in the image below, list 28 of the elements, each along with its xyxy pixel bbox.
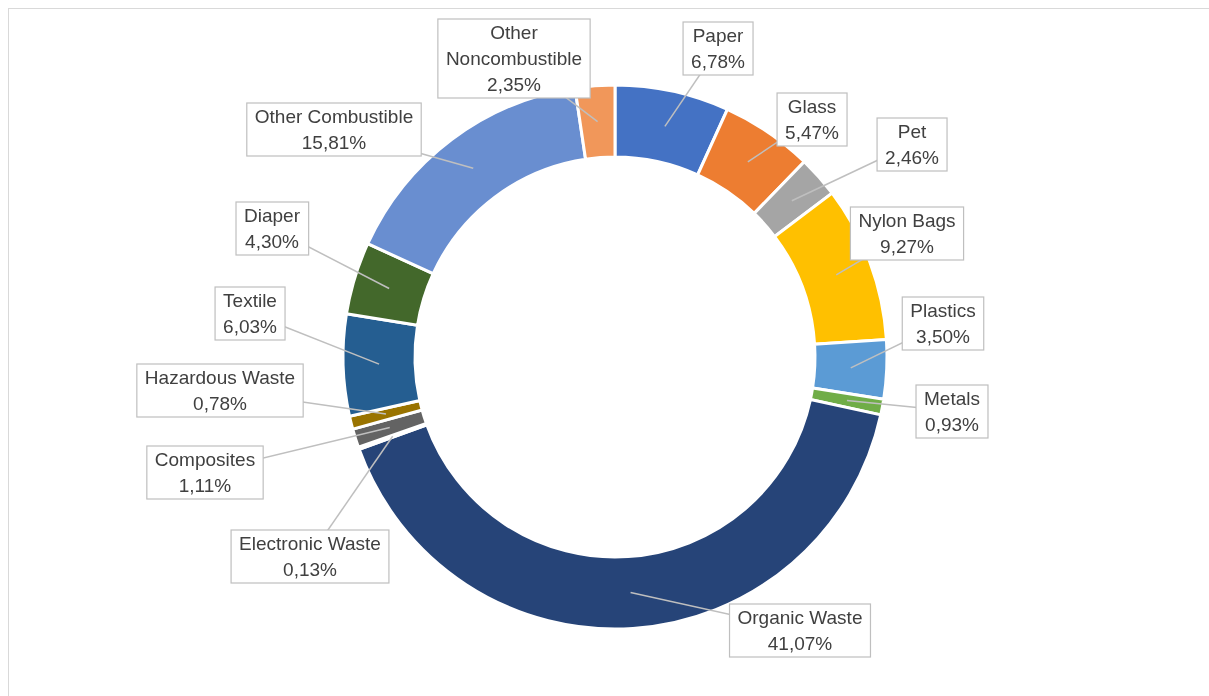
slice-label: Other Noncombustible [445, 22, 583, 69]
data-label: 0,78% [193, 393, 248, 414]
data-label: 6,78% [691, 51, 746, 72]
slice-label: Nylon Bags [858, 210, 956, 231]
slice-label: Hazardous Waste [144, 367, 296, 388]
data-label: 41,07% [767, 633, 833, 654]
data-label: 2,35% [487, 74, 542, 95]
slice-label: Glass [787, 96, 837, 117]
slice-label: Diaper [244, 205, 301, 226]
data-label: 9,27% [880, 236, 935, 257]
slice-label: Other Combustible [254, 106, 414, 127]
slice-label: Metals [924, 388, 980, 409]
slice-label: Plastics [910, 300, 976, 321]
slice-label: Composites [154, 449, 256, 470]
slice-label: Pet [897, 121, 927, 142]
slice-label: Textile [223, 290, 277, 311]
data-label: 5,47% [785, 122, 840, 143]
slice-label: Organic Waste [737, 607, 863, 628]
slice-label: Paper [692, 25, 745, 46]
data-label: 3,50% [916, 326, 971, 347]
data-label: 1,11% [178, 475, 232, 496]
data-label: 0,13% [283, 559, 338, 580]
data-label: 15,81% [301, 132, 367, 153]
data-label: 2,46% [885, 147, 940, 168]
data-label: 4,30% [245, 231, 300, 252]
data-label: 6,03% [223, 316, 278, 337]
data-label: 0,93% [925, 414, 980, 435]
slice-label: Electronic Waste [239, 533, 381, 554]
